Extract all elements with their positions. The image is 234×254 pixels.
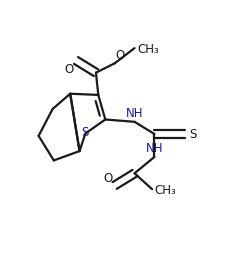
Text: O: O [103, 171, 112, 184]
Text: CH₃: CH₃ [154, 183, 176, 196]
Text: O: O [116, 48, 125, 61]
Text: S: S [82, 126, 89, 139]
Text: O: O [64, 62, 74, 75]
Text: NH: NH [146, 141, 163, 154]
Text: NH: NH [126, 107, 143, 120]
Text: S: S [189, 128, 197, 141]
Text: CH₃: CH₃ [137, 42, 159, 55]
